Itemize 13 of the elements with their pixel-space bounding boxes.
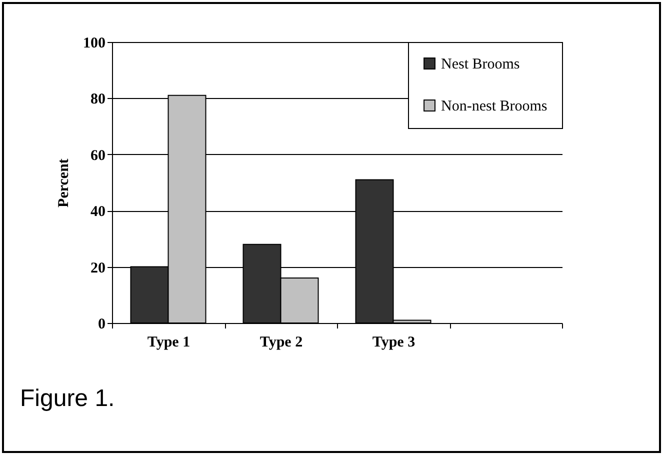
x-tick-label: Type 1 (147, 334, 190, 350)
y-axis-title: Percent (56, 158, 72, 208)
y-tick-label: 100 (83, 36, 106, 52)
y-tick-label: 40 (90, 204, 106, 220)
x-tick-label: Type 3 (372, 334, 416, 350)
y-tick-label: 20 (90, 260, 106, 276)
y-tick-label: 60 (90, 148, 106, 164)
y-tick-label: 80 (90, 92, 106, 108)
caption: Figure 1. (20, 385, 115, 413)
legend-label: Non-nest Brooms (441, 98, 548, 114)
x-tick-label: Type 2 (260, 334, 303, 350)
y-tick-label: 0 (98, 316, 106, 332)
legend-label: Nest Brooms (441, 56, 520, 72)
